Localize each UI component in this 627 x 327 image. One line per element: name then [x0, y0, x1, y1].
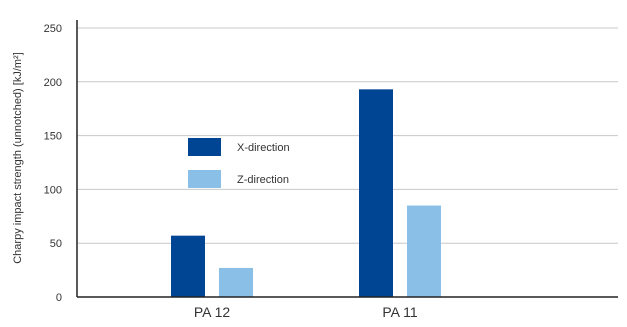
bar: [359, 89, 393, 297]
x-category-label: PA 12: [194, 304, 231, 320]
y-tick-label: 150: [44, 131, 62, 143]
y-tick-label: 50: [50, 238, 62, 250]
legend-swatch: [188, 170, 221, 188]
bar: [171, 235, 205, 297]
bars: [171, 89, 441, 297]
axes: [76, 20, 618, 298]
y-tick-label: 250: [44, 23, 62, 35]
legend-label: X-direction: [237, 142, 290, 154]
legend: X-direction Z-direction: [188, 138, 290, 188]
legend-label: Z-direction: [237, 174, 289, 186]
gridlines: [77, 27, 618, 244]
y-tick-label: 100: [44, 184, 62, 196]
x-category-label: PA 11: [382, 304, 418, 320]
bar: [219, 267, 253, 297]
y-tick-label: 200: [44, 77, 62, 89]
legend-swatch: [188, 138, 221, 156]
y-tick-label: 0: [56, 292, 62, 304]
x-category-labels: PA 12 PA 11: [194, 304, 418, 320]
y-axis-title: Charpy impact strength (unnotched) [kJ/m…: [12, 52, 24, 264]
bar: [407, 205, 441, 297]
y-tick-labels: 0 50 100 150 200 250: [44, 23, 62, 304]
